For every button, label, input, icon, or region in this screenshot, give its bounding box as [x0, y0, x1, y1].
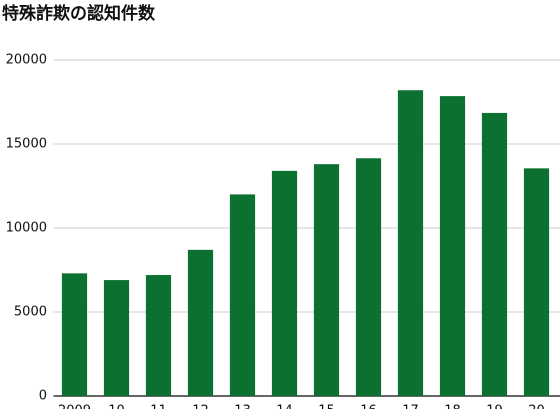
x-tick-label: 14 [276, 404, 293, 409]
bar [397, 90, 424, 397]
x-tick-label: 12 [192, 404, 209, 409]
x-tick-label: 18 [444, 404, 461, 409]
x-tick-label: 20 [528, 404, 545, 409]
x-tick-label: 2009 [58, 404, 91, 409]
bar [103, 280, 130, 396]
bar [229, 194, 256, 396]
x-tick-label: 19 [486, 404, 503, 409]
bar [481, 112, 508, 397]
bar [271, 170, 298, 396]
bar [523, 168, 550, 396]
bar [187, 249, 214, 396]
x-tick-label: 10 [108, 404, 125, 409]
x-tick-label: 11 [150, 404, 167, 409]
bar [439, 96, 466, 397]
x-tick-label: 13 [234, 404, 251, 409]
chart-title: 特殊詐欺の認知件数 [2, 3, 156, 24]
y-tick-label: 0 [39, 389, 47, 404]
bar [145, 275, 172, 396]
x-tick-label: 16 [360, 404, 377, 409]
y-tick-label: 15000 [6, 137, 47, 152]
bar [355, 158, 382, 396]
bar [313, 164, 340, 396]
y-tick-label: 10000 [6, 221, 47, 236]
x-tick-label: 15 [318, 404, 335, 409]
bar [61, 273, 88, 396]
y-tick-label: 5000 [14, 305, 47, 320]
y-tick-label: 20000 [6, 53, 47, 68]
x-tick-label: 17 [402, 404, 419, 409]
